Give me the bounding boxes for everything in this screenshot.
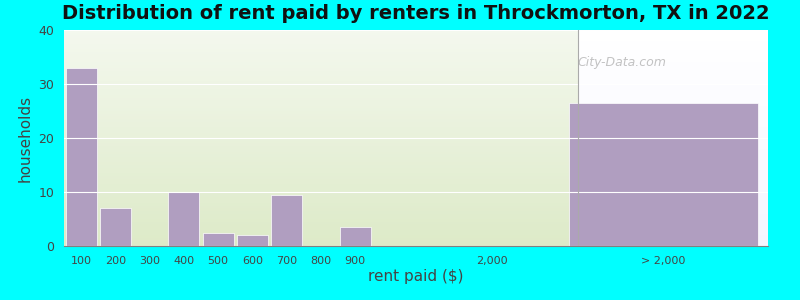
Bar — [570, 103, 758, 246]
Y-axis label: households: households — [18, 94, 33, 182]
X-axis label: rent paid ($): rent paid ($) — [368, 268, 464, 284]
Text: City-Data.com: City-Data.com — [578, 56, 666, 69]
Bar — [340, 227, 370, 246]
Bar — [271, 195, 302, 246]
Bar — [237, 235, 268, 246]
Bar — [169, 192, 199, 246]
Bar — [202, 232, 234, 246]
Title: Distribution of rent paid by renters in Throckmorton, TX in 2022: Distribution of rent paid by renters in … — [62, 4, 770, 23]
Bar — [100, 208, 131, 246]
Bar — [66, 68, 97, 246]
